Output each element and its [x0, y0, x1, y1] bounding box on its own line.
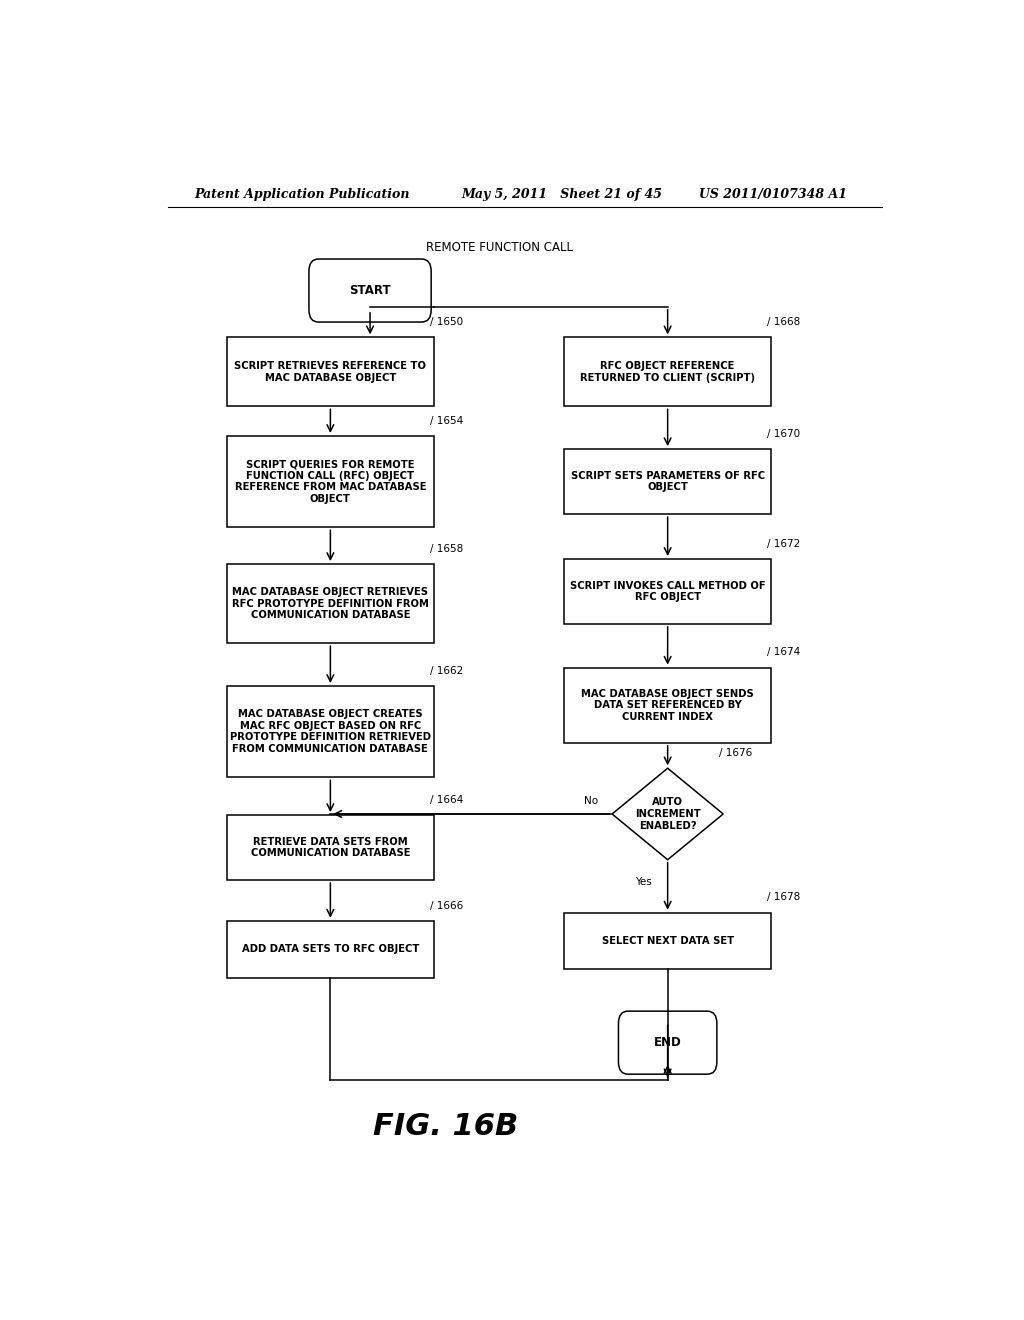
Text: AUTO
INCREMENT
ENABLED?: AUTO INCREMENT ENABLED?	[635, 797, 700, 830]
Text: Yes: Yes	[636, 876, 652, 887]
Text: Patent Application Publication: Patent Application Publication	[194, 189, 410, 202]
Text: END: END	[653, 1036, 682, 1049]
Text: ADD DATA SETS TO RFC OBJECT: ADD DATA SETS TO RFC OBJECT	[242, 944, 419, 954]
Text: / 1674: / 1674	[767, 647, 800, 657]
Text: RFC OBJECT REFERENCE
RETURNED TO CLIENT (SCRIPT): RFC OBJECT REFERENCE RETURNED TO CLIENT …	[581, 362, 755, 383]
Bar	[564, 668, 771, 743]
Text: SCRIPT QUERIES FOR REMOTE
FUNCTION CALL (RFC) OBJECT
REFERENCE FROM MAC DATABASE: SCRIPT QUERIES FOR REMOTE FUNCTION CALL …	[234, 459, 426, 504]
FancyBboxPatch shape	[618, 1011, 717, 1074]
Text: / 1664: / 1664	[430, 795, 463, 805]
Text: / 1678: / 1678	[767, 892, 800, 903]
Bar	[227, 436, 433, 528]
FancyBboxPatch shape	[309, 259, 431, 322]
Text: MAC DATABASE OBJECT CREATES
MAC RFC OBJECT BASED ON RFC
PROTOTYPE DEFINITION RET: MAC DATABASE OBJECT CREATES MAC RFC OBJE…	[229, 709, 431, 754]
Bar	[227, 814, 433, 880]
Bar	[227, 921, 433, 978]
Text: US 2011/0107348 A1: US 2011/0107348 A1	[699, 189, 848, 202]
Text: May 5, 2011   Sheet 21 of 45: May 5, 2011 Sheet 21 of 45	[461, 189, 663, 202]
Text: REMOTE FUNCTION CALL: REMOTE FUNCTION CALL	[426, 242, 572, 255]
Bar	[564, 449, 771, 515]
Text: MAC DATABASE OBJECT SENDS
DATA SET REFERENCED BY
CURRENT INDEX: MAC DATABASE OBJECT SENDS DATA SET REFER…	[582, 689, 754, 722]
Bar	[564, 338, 771, 407]
Bar	[227, 338, 433, 407]
Bar	[564, 912, 771, 969]
Bar	[564, 558, 771, 624]
Text: / 1666: / 1666	[430, 900, 463, 911]
Bar	[227, 564, 433, 643]
Text: / 1654: / 1654	[430, 416, 463, 426]
Text: / 1668: / 1668	[767, 317, 800, 327]
Text: / 1658: / 1658	[430, 544, 463, 554]
Text: SCRIPT SETS PARAMETERS OF RFC
OBJECT: SCRIPT SETS PARAMETERS OF RFC OBJECT	[570, 471, 765, 492]
Text: RETRIEVE DATA SETS FROM
COMMUNICATION DATABASE: RETRIEVE DATA SETS FROM COMMUNICATION DA…	[251, 837, 411, 858]
Text: SCRIPT RETRIEVES REFERENCE TO
MAC DATABASE OBJECT: SCRIPT RETRIEVES REFERENCE TO MAC DATABA…	[234, 362, 426, 383]
Polygon shape	[612, 768, 723, 859]
Text: / 1662: / 1662	[430, 665, 463, 676]
Text: SELECT NEXT DATA SET: SELECT NEXT DATA SET	[601, 936, 734, 946]
Text: No: No	[584, 796, 598, 805]
Text: / 1676: / 1676	[719, 748, 753, 758]
Text: SCRIPT INVOKES CALL METHOD OF
RFC OBJECT: SCRIPT INVOKES CALL METHOD OF RFC OBJECT	[569, 581, 766, 602]
Text: MAC DATABASE OBJECT RETRIEVES
RFC PROTOTYPE DEFINITION FROM
COMMUNICATION DATABA: MAC DATABASE OBJECT RETRIEVES RFC PROTOT…	[231, 587, 429, 620]
Text: START: START	[349, 284, 391, 297]
Text: / 1670: / 1670	[767, 429, 800, 440]
Text: / 1672: / 1672	[767, 539, 800, 549]
Text: FIG. 16B: FIG. 16B	[373, 1111, 518, 1140]
Text: / 1650: / 1650	[430, 317, 463, 327]
Bar	[227, 686, 433, 777]
